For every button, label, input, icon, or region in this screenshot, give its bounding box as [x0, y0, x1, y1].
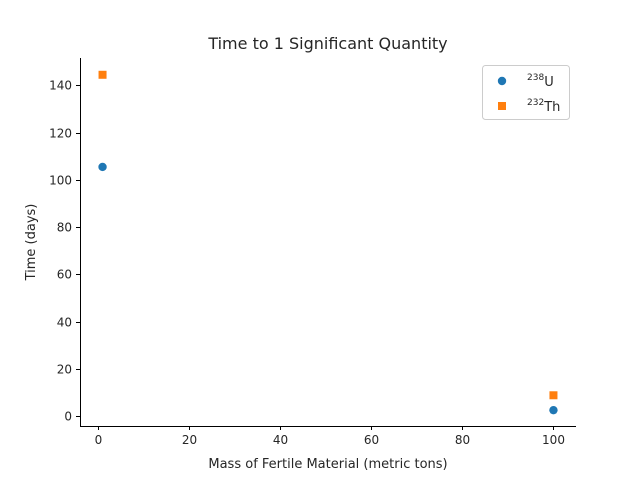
x-axis-label: Mass of Fertile Material (metric tons): [208, 457, 447, 472]
legend-marker-1: [498, 102, 506, 110]
x-tick-label: 40: [273, 433, 288, 447]
data-point-square-series-1: [549, 391, 558, 400]
y-tick-label: 20: [57, 363, 72, 377]
chart-title: Time to 1 Significant Quantity: [207, 34, 447, 53]
legend-label-1: 232Th: [527, 98, 560, 115]
y-tick-label: 0: [64, 410, 72, 424]
y-tick-label: 80: [57, 221, 72, 235]
y-tick-label: 120: [49, 127, 72, 141]
y-tick-label: 140: [49, 79, 72, 93]
x-axis-ticks: 0 20 40 60 80 100: [95, 426, 565, 447]
x-tick-label: 0: [95, 433, 103, 447]
y-tick-label: 100: [49, 174, 72, 188]
y-axis-ticks: 0 20 40 60 80 100 120 140: [49, 79, 80, 424]
legend-marker-0: [497, 76, 507, 86]
legend-element-symbol: U: [544, 75, 554, 90]
legend-isotope-mass: 238: [527, 73, 544, 83]
data-point-square-series-1: [98, 70, 107, 79]
x-tick-label: 80: [455, 433, 470, 447]
y-tick-label: 60: [57, 268, 72, 282]
x-tick-label: 60: [364, 433, 379, 447]
x-tick-label: 100: [542, 433, 565, 447]
x-tick-label: 20: [182, 433, 197, 447]
legend-label-0: 238U: [527, 73, 554, 90]
data-points: [98, 70, 558, 415]
data-point-circle-series-0: [549, 405, 558, 415]
legend-isotope-mass: 232: [527, 98, 544, 108]
y-tick-label: 40: [57, 316, 72, 330]
y-axis-label: Time (days): [24, 204, 39, 282]
legend-element-symbol: Th: [543, 100, 560, 115]
data-point-circle-series-0: [98, 162, 107, 172]
